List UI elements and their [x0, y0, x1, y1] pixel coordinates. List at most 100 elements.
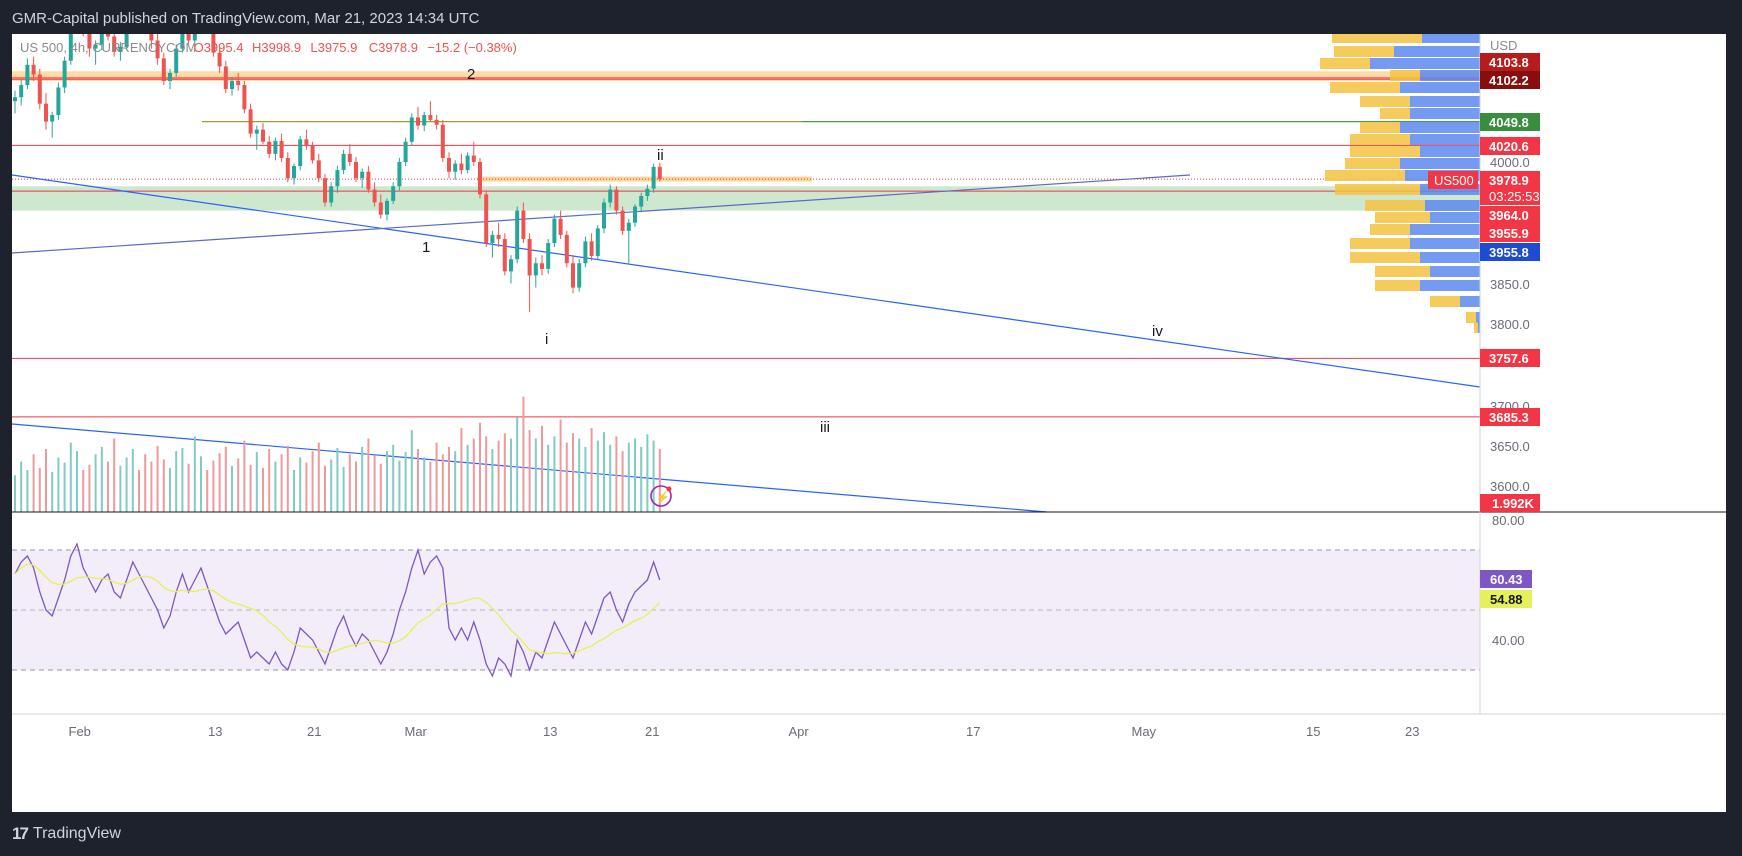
- candle-body[interactable]: [378, 202, 383, 215]
- candle-body[interactable]: [93, 44, 98, 49]
- candle-body[interactable]: [484, 194, 489, 243]
- candle-body[interactable]: [99, 34, 104, 45]
- candle-body[interactable]: [409, 117, 414, 142]
- candle-body[interactable]: [657, 166, 662, 180]
- candle-body[interactable]: [211, 34, 216, 53]
- candle-body[interactable]: [217, 52, 222, 67]
- candle-body[interactable]: [56, 87, 61, 116]
- candle-body[interactable]: [633, 206, 637, 223]
- candle-body[interactable]: [124, 34, 129, 47]
- candle-body[interactable]: [37, 74, 42, 104]
- candle-body[interactable]: [180, 34, 185, 49]
- candle-body[interactable]: [515, 210, 520, 260]
- candle-body[interactable]: [106, 34, 110, 37]
- candle-body[interactable]: [403, 141, 408, 162]
- candle-body[interactable]: [316, 160, 321, 179]
- candle-body[interactable]: [31, 64, 36, 75]
- tradingview-logo[interactable]: 17 TradingView: [12, 824, 121, 844]
- candle-body[interactable]: [261, 129, 265, 142]
- candle-body[interactable]: [490, 234, 495, 243]
- candle-body[interactable]: [186, 34, 191, 41]
- candle-body[interactable]: [310, 145, 315, 161]
- candle-body[interactable]: [440, 124, 445, 158]
- candle-body[interactable]: [161, 58, 166, 81]
- candle-body[interactable]: [546, 243, 551, 269]
- candle-body[interactable]: [304, 139, 309, 146]
- candle-body[interactable]: [68, 34, 73, 61]
- candle-body[interactable]: [558, 218, 563, 235]
- candle-body[interactable]: [242, 85, 247, 110]
- candle-body[interactable]: [496, 234, 501, 239]
- candle-body[interactable]: [540, 263, 544, 269]
- candle-body[interactable]: [273, 140, 278, 154]
- candle-body[interactable]: [168, 72, 172, 81]
- candle-body[interactable]: [626, 222, 631, 231]
- candle-body[interactable]: [329, 186, 334, 203]
- candle-body[interactable]: [87, 34, 92, 49]
- candle-body[interactable]: [174, 48, 179, 73]
- candle-body[interactable]: [533, 263, 538, 276]
- candle-body[interactable]: [25, 64, 30, 86]
- candle-body[interactable]: [651, 166, 656, 189]
- candle-body[interactable]: [583, 241, 588, 264]
- candle-body[interactable]: [360, 171, 365, 179]
- candle-body[interactable]: [564, 234, 569, 264]
- candle-body[interactable]: [354, 162, 358, 179]
- candle-body[interactable]: [416, 117, 420, 126]
- candle-body[interactable]: [478, 162, 482, 195]
- candle-body[interactable]: [267, 141, 272, 154]
- candle-body[interactable]: [366, 171, 371, 190]
- candle-body[interactable]: [341, 153, 346, 171]
- candle-body[interactable]: [471, 155, 476, 162]
- candle-body[interactable]: [230, 81, 234, 90]
- candle-body[interactable]: [645, 188, 650, 197]
- candle-body[interactable]: [19, 85, 24, 98]
- candle-body[interactable]: [223, 66, 228, 90]
- candle-body[interactable]: [639, 196, 644, 207]
- candle-body[interactable]: [254, 129, 259, 134]
- candle-body[interactable]: [391, 186, 396, 201]
- candle-body[interactable]: [422, 115, 427, 126]
- candle-body[interactable]: [13, 97, 17, 102]
- candle-body[interactable]: [279, 140, 284, 158]
- candle-body[interactable]: [292, 166, 296, 179]
- candle-body[interactable]: [50, 115, 55, 122]
- candle-body[interactable]: [323, 178, 327, 203]
- candle-body[interactable]: [298, 139, 303, 167]
- candle-body[interactable]: [62, 60, 67, 88]
- candle-body[interactable]: [602, 202, 606, 229]
- candle-body[interactable]: [447, 157, 451, 172]
- candle-body[interactable]: [192, 34, 197, 41]
- candle-body[interactable]: [112, 36, 117, 52]
- candle-body[interactable]: [155, 40, 160, 59]
- candle-body[interactable]: [248, 109, 253, 134]
- candle-body[interactable]: [428, 115, 433, 120]
- chart-area[interactable]: 2 1 i ii iii iv US 500, 4h, CURRENCYCOM O3995.4…: [12, 34, 1726, 812]
- candle-body[interactable]: [347, 153, 352, 162]
- candle-body[interactable]: [527, 238, 532, 276]
- candle-body[interactable]: [608, 189, 613, 203]
- candle-body[interactable]: [595, 228, 600, 256]
- candle-body[interactable]: [434, 119, 439, 125]
- candle-body[interactable]: [44, 103, 48, 122]
- candle-body[interactable]: [385, 200, 389, 215]
- downtrend-line-upper[interactable]: [12, 174, 1481, 388]
- candle-body[interactable]: [620, 210, 625, 231]
- candle-body[interactable]: [285, 157, 290, 179]
- candle-body[interactable]: [118, 46, 123, 52]
- candle-body[interactable]: [509, 259, 513, 272]
- candle-body[interactable]: [589, 241, 594, 256]
- candle-body[interactable]: [465, 155, 470, 171]
- candle-body[interactable]: [614, 189, 619, 211]
- uptrend-line[interactable]: [12, 174, 1191, 254]
- candle-body[interactable]: [459, 163, 464, 171]
- flash-icon[interactable]: [650, 485, 672, 507]
- candle-body[interactable]: [149, 34, 154, 41]
- candle-body[interactable]: [335, 170, 340, 187]
- candle-body[interactable]: [397, 162, 402, 187]
- candle-body[interactable]: [502, 238, 507, 272]
- candle-body[interactable]: [453, 163, 458, 172]
- candle-body[interactable]: [236, 81, 241, 86]
- candle-body[interactable]: [521, 210, 526, 239]
